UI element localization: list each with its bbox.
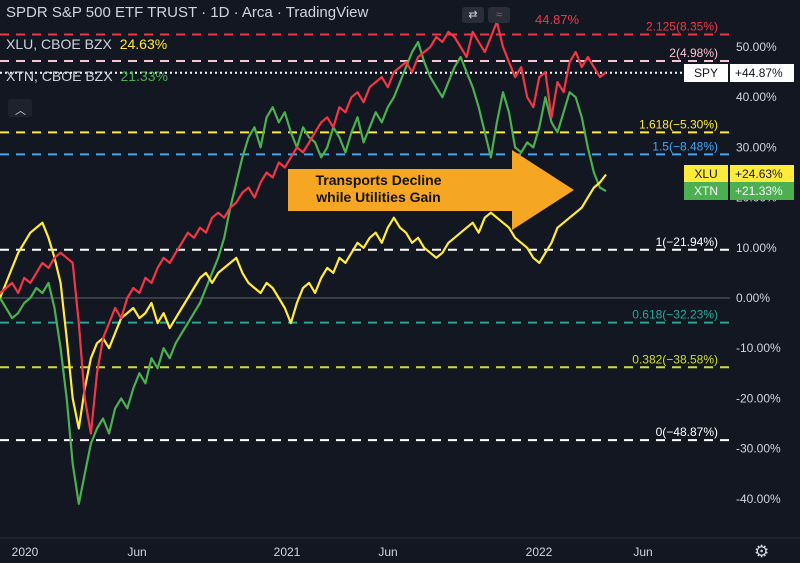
y-tick-label-2: 30.00% <box>736 140 777 154</box>
fib-label-1: 2(4.98%) <box>669 46 718 60</box>
y-tick-label-0: 50.00% <box>736 40 777 54</box>
toolbar-icons[interactable]: ⇄ ≈ <box>462 5 514 23</box>
fib-label-4: 1(−21.94%) <box>656 235 718 249</box>
series-line-xlu <box>0 173 607 430</box>
x-tick-label-3: Jun <box>378 545 397 559</box>
chevron-up-icon: ︿ <box>15 105 26 117</box>
y-tick-label-7: -20.00% <box>736 391 781 405</box>
x-axis[interactable]: 2020 Jun 2021 Jun 2022 Jun <box>0 537 800 559</box>
y-tick-label-8: -30.00% <box>736 442 781 456</box>
y-tick-label-6: -10.00% <box>736 341 781 355</box>
fib-label-0: 2.125(8.35%) <box>646 19 718 33</box>
x-tick-label-2: 2021 <box>274 545 301 559</box>
compare-icon[interactable]: ≈ <box>488 7 510 23</box>
series-line-xtn <box>0 40 607 505</box>
y-tick-label-3: 20.00% <box>736 191 777 205</box>
y-axis[interactable]: 50.00% 40.00% 30.00% 20.00% 10.00% 0.00% -10.0… <box>730 0 800 538</box>
fib-label-7: 0(−48.87%) <box>656 425 718 439</box>
fib-label-5: 0.618(−32.23%) <box>632 308 718 322</box>
x-tick-label-4: 2022 <box>526 545 553 559</box>
fib-label-2: 1.618(−5.30%) <box>639 117 718 131</box>
y-axis-background <box>730 0 800 538</box>
annotation-arrow-layer <box>288 150 574 230</box>
series-line-spy <box>0 20 607 435</box>
series-lines <box>0 20 607 505</box>
x-tick-label-5: Jun <box>633 545 652 559</box>
fib-label-3: 1.5(−8.48%) <box>652 139 718 153</box>
swap-icon[interactable]: ⇄ <box>462 7 484 23</box>
y-tick-label-9: -40.00% <box>736 492 781 506</box>
x-tick-label-1: Jun <box>127 545 146 559</box>
fib-levels: 2.125(8.35%) 2(4.98%) 1.618(−5.30%) 1.5(−8.… <box>0 19 730 442</box>
y-tick-label-4: 10.00% <box>736 241 777 255</box>
y-tick-label-5: 0.00% <box>736 291 770 305</box>
y-tick-label-1: 40.00% <box>736 90 777 104</box>
annotation-arrow <box>288 150 574 230</box>
gear-icon[interactable]: ⚙ <box>754 542 770 561</box>
x-tick-label-0: 2020 <box>12 545 39 559</box>
legend-collapse-button[interactable]: ︿ <box>8 99 32 117</box>
fib-label-6: 0.382(−38.58%) <box>632 352 718 366</box>
